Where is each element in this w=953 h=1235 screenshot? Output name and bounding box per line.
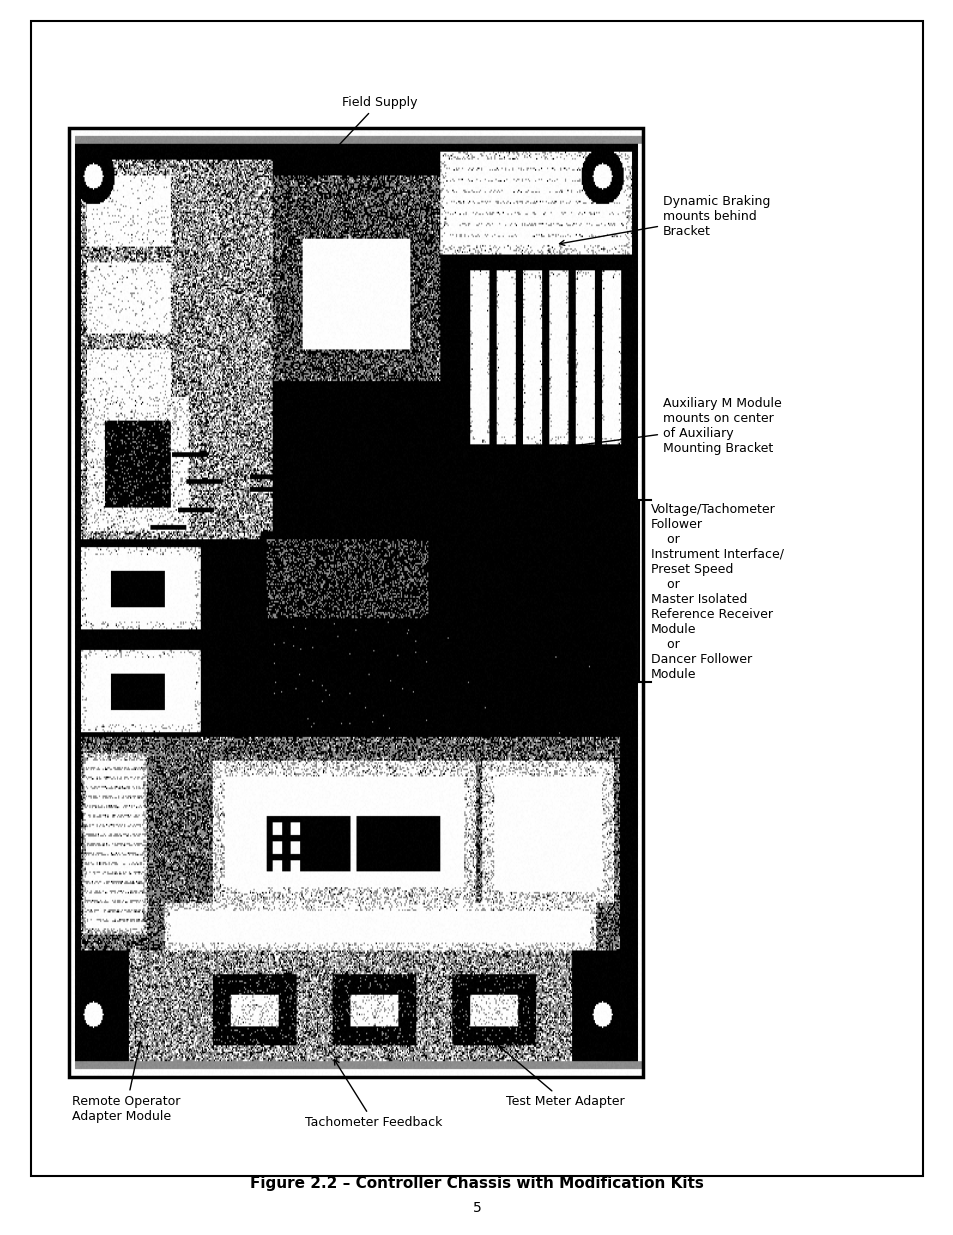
Text: 5: 5 [472,1200,481,1215]
Text: Voltage/Tachometer
Follower
    or
Instrument Interface/
Preset Speed
    or
Mas: Voltage/Tachometer Follower or Instrumen… [650,503,782,680]
Text: Auxiliary M Module
mounts on center
of Auxiliary
Mounting Bracket: Auxiliary M Module mounts on center of A… [559,398,781,454]
Text: Dynamic Braking
mounts behind
Bracket: Dynamic Braking mounts behind Bracket [558,195,770,246]
Text: Tachometer Feedback: Tachometer Feedback [305,1060,442,1130]
Text: Figure 2.2 – Controller Chassis with Modification Kits: Figure 2.2 – Controller Chassis with Mod… [250,1176,703,1191]
Text: Test Meter Adapter: Test Meter Adapter [498,1046,623,1109]
Bar [69,128,642,1077]
Text: Field Supply: Field Supply [327,95,416,157]
Text: Remote Operator
Adapter Module: Remote Operator Adapter Module [71,1041,180,1124]
